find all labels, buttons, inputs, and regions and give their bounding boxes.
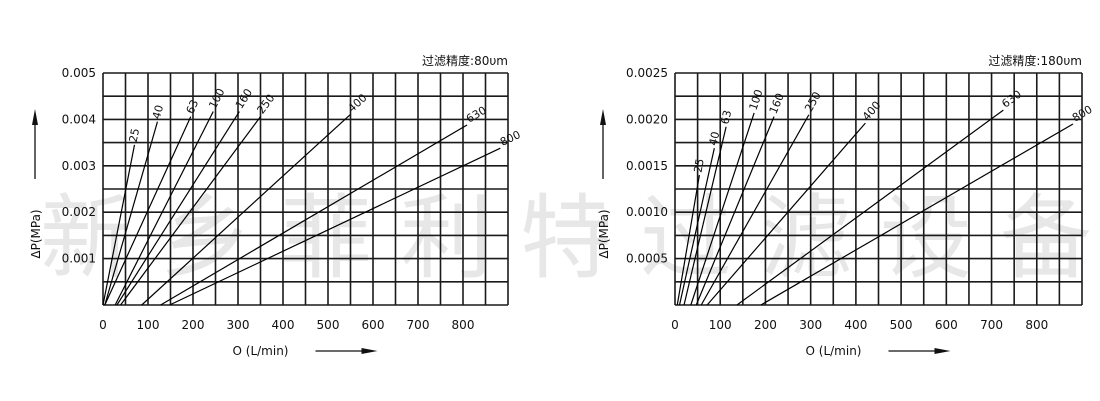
x-tick-label: 800 [452, 318, 475, 332]
series-line-25 [676, 174, 701, 306]
series-label: 63 [718, 109, 734, 126]
series-line-40 [678, 148, 715, 306]
series-line-100 [690, 112, 755, 306]
y-tick-label: 0.002 [62, 205, 96, 219]
series-label: 400 [345, 91, 369, 115]
y-axis-label: ΔP(MPa) [29, 209, 43, 258]
y-tick-label: 0.005 [62, 66, 96, 80]
x-tick-label: 600 [362, 318, 385, 332]
series-line-250 [120, 116, 261, 306]
watermark-char: 设 [880, 185, 972, 292]
y-tick-label: 0.0025 [626, 66, 668, 80]
x-tick-label: 0 [99, 318, 107, 332]
series-line-800 [169, 147, 501, 306]
series-line-250 [700, 114, 810, 306]
x-axis-label: O (L/min) [806, 344, 862, 358]
x-tick-label: 500 [890, 318, 913, 332]
x-axis-arrowhead-icon [361, 348, 378, 354]
y-axis-label: ΔP(MPa) [597, 209, 611, 258]
series-line-63 [104, 116, 192, 306]
series-line-800 [760, 123, 1074, 306]
watermark-char: 特 [520, 185, 612, 292]
watermark-char: 菲 [280, 185, 372, 292]
series-line-400 [706, 122, 866, 306]
series-label: 40 [707, 130, 723, 146]
series-label: 630 [999, 88, 1024, 111]
series-line-63 [683, 126, 727, 306]
series-label: 100 [747, 88, 766, 112]
y-axis-arrowhead-icon [32, 109, 38, 125]
series-label: 800 [498, 128, 523, 149]
x-tick-label: 800 [1025, 318, 1048, 332]
series-line-25 [102, 144, 136, 306]
y-axis-arrowhead-icon [600, 109, 606, 125]
series-label: 25 [692, 158, 707, 174]
watermark-char: 滤 [760, 185, 852, 292]
chart-title: 过滤精度:80υm [422, 53, 508, 68]
series-line-40 [104, 121, 159, 306]
series-line-160 [116, 111, 240, 306]
series-line-100 [114, 111, 214, 306]
series-label: 160 [233, 86, 255, 111]
x-tick-label: 100 [137, 318, 160, 332]
y-tick-label: 0.0015 [626, 159, 668, 173]
chart-title: 过滤精度:180υm [988, 53, 1082, 68]
x-tick-label: 400 [272, 318, 295, 332]
x-tick-label: 200 [754, 318, 777, 332]
x-axis-label: O (L/min) [233, 344, 289, 358]
x-axis-arrowhead-icon [934, 348, 951, 354]
x-tick-label: 300 [227, 318, 250, 332]
y-tick-label: 0.003 [62, 159, 96, 173]
y-tick-label: 0.004 [62, 112, 96, 126]
series-label: 40 [150, 104, 166, 121]
x-tick-label: 200 [182, 318, 205, 332]
series-line-160 [695, 116, 775, 306]
watermark-char: 利 [400, 185, 492, 292]
series-label: 160 [767, 91, 787, 115]
chart-1: 0 100 200 300 400 500 600 700 800 0.001 0.002 0.003… [29, 53, 523, 358]
y-tick-label: 0.0005 [626, 252, 668, 266]
y-tick-label: 0.0020 [626, 112, 668, 126]
x-tick-label: 600 [935, 318, 958, 332]
series-line-630 [160, 124, 468, 306]
x-tick-label: 0 [671, 318, 679, 332]
series-label: 63 [184, 98, 202, 116]
series-label: 25 [127, 127, 142, 143]
x-tick-label: 500 [317, 318, 340, 332]
watermark-char: 备 [1000, 185, 1092, 292]
series-line-400 [141, 114, 351, 306]
chart-2: 0 100 200 300 400 500 600 700 800 0.0005 0.0010 0.0… [597, 53, 1095, 358]
x-tick-label: 700 [407, 318, 430, 332]
x-tick-label: 100 [709, 318, 732, 332]
series-label: 100 [206, 86, 227, 111]
series-label: 250 [802, 90, 824, 115]
x-tick-label: 300 [799, 318, 822, 332]
y-tick-label: 0.001 [62, 252, 96, 266]
y-tick-label: 0.0010 [626, 205, 668, 219]
x-tick-label: 700 [980, 318, 1003, 332]
series-line-630 [736, 109, 1004, 306]
x-tick-label: 400 [844, 318, 867, 332]
